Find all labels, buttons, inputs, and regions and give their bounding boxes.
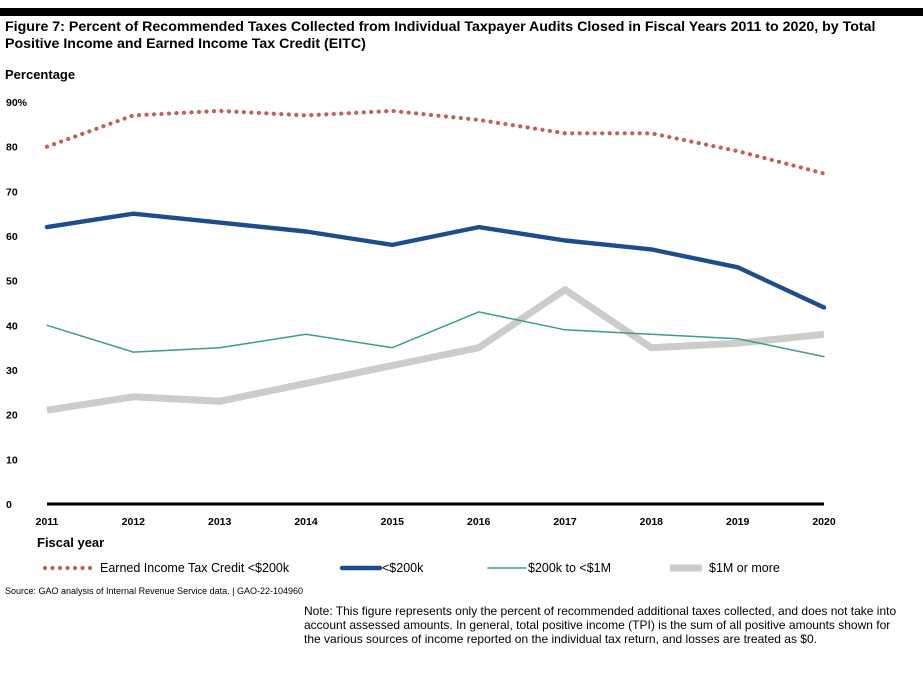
legend-label: $1M or more [709,561,780,575]
y-tick-label: 30 [6,365,18,377]
x-tick-label: 2014 [294,516,318,528]
y-tick-label: 20 [6,410,18,422]
y-tick-label: 60 [6,231,18,243]
legend-swatch [487,567,527,569]
x-tick-label: 2011 [36,516,59,528]
figure-note: Note: This figure represents only the pe… [304,604,897,646]
y-tick-label: 10 [6,454,18,466]
series-line [46,311,825,358]
y-tick-label: 0 [6,499,12,511]
x-tick-label: 2012 [122,516,146,528]
x-tick-label: 2017 [553,516,577,528]
x-axis-label: Fiscal year [37,535,105,550]
y-tick-label: 90% [6,97,28,109]
y-tick-label: 80 [6,142,18,154]
legend-swatch [670,564,702,572]
legend-swatch [339,565,383,571]
series-lines [44,108,827,414]
legend-label: <$200k [382,561,424,575]
y-tick-label: 70 [6,186,18,198]
source-note: Source: GAO analysis of Internal Revenue… [5,586,303,596]
x-tick-label: 2013 [208,516,232,528]
y-tick-label: 40 [6,320,18,332]
y-tick-labels: 0 10 20 30 40 50 60 70 80 90% [6,97,28,511]
legend-label: $200k to <$1M [528,561,612,575]
y-axis-label: Percentage [5,67,76,82]
y-tick-label: 50 [6,276,18,288]
x-tick-label: 2015 [381,516,405,528]
title-bar [0,8,923,16]
x-tick-label: 2020 [812,516,836,528]
x-tick-label: 2018 [640,516,664,528]
x-tick-label: 2019 [726,516,750,528]
x-tick-label: 2016 [467,516,491,528]
legend-swatch [42,565,96,571]
series-line [46,286,825,414]
series-line [44,211,827,310]
legend-label: Earned Income Tax Credit <$200k [100,561,290,575]
figure-title: Figure 7: Percent of Recommended Taxes C… [5,19,876,52]
x-tick-labels: 2011 2012 2013 2014 2015 2016 2017 2018 2019 2020 [36,516,836,528]
series-line [44,108,827,176]
